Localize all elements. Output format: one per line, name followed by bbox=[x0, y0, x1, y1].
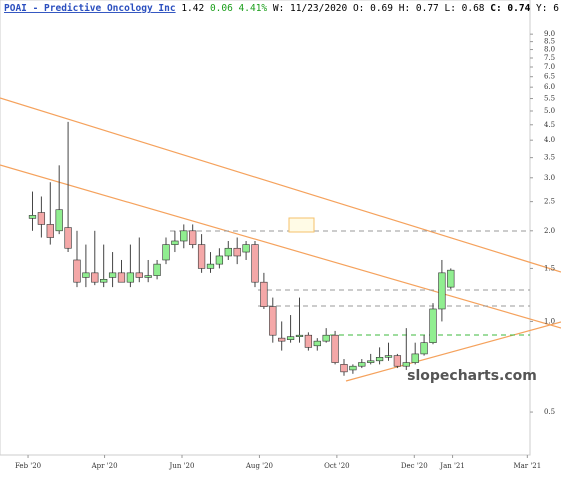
candle-body bbox=[144, 275, 152, 278]
x-tick-label: Dec '20 bbox=[401, 462, 428, 470]
candle-body bbox=[224, 247, 232, 257]
candle-body bbox=[64, 227, 72, 249]
y-tick-label: 6.5 bbox=[544, 73, 555, 81]
x-tick-label: Aug '20 bbox=[245, 462, 273, 470]
plot-area bbox=[0, 0, 531, 456]
candle-body bbox=[135, 272, 143, 278]
x-tick-label: Mar '21 bbox=[513, 462, 541, 470]
candle-body bbox=[393, 355, 402, 367]
last-price: 1.42 bbox=[181, 3, 204, 14]
y-tick-label: 3.0 bbox=[544, 174, 555, 182]
candle-body bbox=[117, 272, 126, 283]
trend-line bbox=[0, 97, 561, 273]
x-tick-label: Apr '20 bbox=[91, 462, 118, 470]
candle-body bbox=[153, 263, 161, 276]
candle-body bbox=[313, 340, 321, 347]
x-tick-label: Jun '20 bbox=[169, 462, 195, 470]
candle-body bbox=[420, 342, 428, 355]
candle-body bbox=[304, 334, 313, 348]
candle-body bbox=[286, 336, 295, 340]
y-tick-label: 9.0 bbox=[544, 30, 555, 38]
x-tick-label: Feb '20 bbox=[15, 462, 41, 470]
candle-body bbox=[82, 272, 90, 278]
trend-line bbox=[0, 164, 561, 329]
y-tick-label: 8.5 bbox=[544, 38, 555, 46]
candle-body bbox=[189, 230, 197, 245]
candle-body bbox=[215, 255, 224, 265]
candle-body bbox=[28, 215, 37, 219]
y-tick-label: 3.5 bbox=[544, 154, 555, 162]
trend-line bbox=[345, 321, 561, 382]
extra-info: Y: 6.66 bbox=[536, 3, 561, 14]
y-tick-label: 2.0 bbox=[544, 227, 555, 235]
candle-body bbox=[384, 355, 393, 358]
y-tick-label: 7.0 bbox=[544, 63, 555, 71]
highlight-box bbox=[288, 217, 315, 233]
candle-body bbox=[402, 362, 410, 367]
x-tick-label: Oct '20 bbox=[324, 462, 350, 470]
candle-body bbox=[375, 357, 384, 362]
x-tick-label: Jan '21 bbox=[439, 462, 465, 470]
candle-body bbox=[331, 334, 339, 363]
candle-body bbox=[162, 244, 170, 261]
candle-body bbox=[358, 362, 366, 367]
candle-body bbox=[73, 259, 81, 283]
candle-body bbox=[429, 308, 437, 343]
candle-body bbox=[269, 306, 277, 336]
candle-body bbox=[322, 334, 330, 342]
y-tick-label: 5.0 bbox=[544, 107, 555, 115]
candle-body bbox=[278, 337, 286, 342]
annotations bbox=[0, 97, 561, 382]
candle-body bbox=[100, 279, 108, 283]
candle-body bbox=[171, 240, 179, 245]
candle-body bbox=[91, 272, 99, 283]
header: POAI - Predictive Oncology Inc 1.42 0.06… bbox=[4, 3, 561, 14]
candle-body bbox=[242, 244, 250, 253]
symbol[interactable]: POAI - Predictive Oncology Inc bbox=[4, 3, 176, 14]
y-tick-label: 2.5 bbox=[544, 198, 555, 206]
candle-body bbox=[340, 364, 348, 373]
candle-body bbox=[46, 224, 54, 238]
ohl-info: W: 11/23/2020 O: 0.69 H: 0.77 L: 0.68 bbox=[273, 3, 485, 14]
y-tick-label: 4.0 bbox=[544, 136, 555, 144]
watermark: slopecharts.com bbox=[407, 368, 537, 384]
candle-body bbox=[295, 334, 304, 337]
y-tick-label: 7.5 bbox=[544, 54, 555, 62]
close-info: C: 0.74 bbox=[490, 3, 530, 14]
y-tick-label: 8.0 bbox=[544, 46, 555, 54]
candle-body bbox=[251, 244, 259, 283]
candle-body bbox=[233, 247, 241, 257]
candle-body bbox=[37, 212, 46, 225]
candle-body bbox=[349, 365, 357, 371]
candle-body bbox=[126, 272, 135, 283]
candle-body bbox=[197, 244, 206, 269]
y-tick-label: 6.0 bbox=[544, 83, 555, 91]
y-tick-label: 4.5 bbox=[544, 121, 555, 129]
y-tick-label: 5.5 bbox=[544, 95, 555, 103]
candle-body bbox=[55, 209, 63, 232]
candle-body bbox=[180, 230, 188, 242]
candle-body bbox=[206, 263, 215, 269]
y-tick-label: 1.0 bbox=[544, 317, 555, 325]
candle-body bbox=[367, 360, 375, 363]
candle-body bbox=[411, 353, 419, 363]
candle-body bbox=[108, 272, 117, 278]
candle-body bbox=[438, 272, 446, 310]
y-tick-label: 1.5 bbox=[544, 264, 555, 272]
candle-body bbox=[260, 281, 268, 307]
y-tick-label: 0.5 bbox=[544, 408, 555, 416]
candle-body bbox=[447, 269, 455, 288]
change: 0.06 4.41% bbox=[210, 3, 267, 14]
